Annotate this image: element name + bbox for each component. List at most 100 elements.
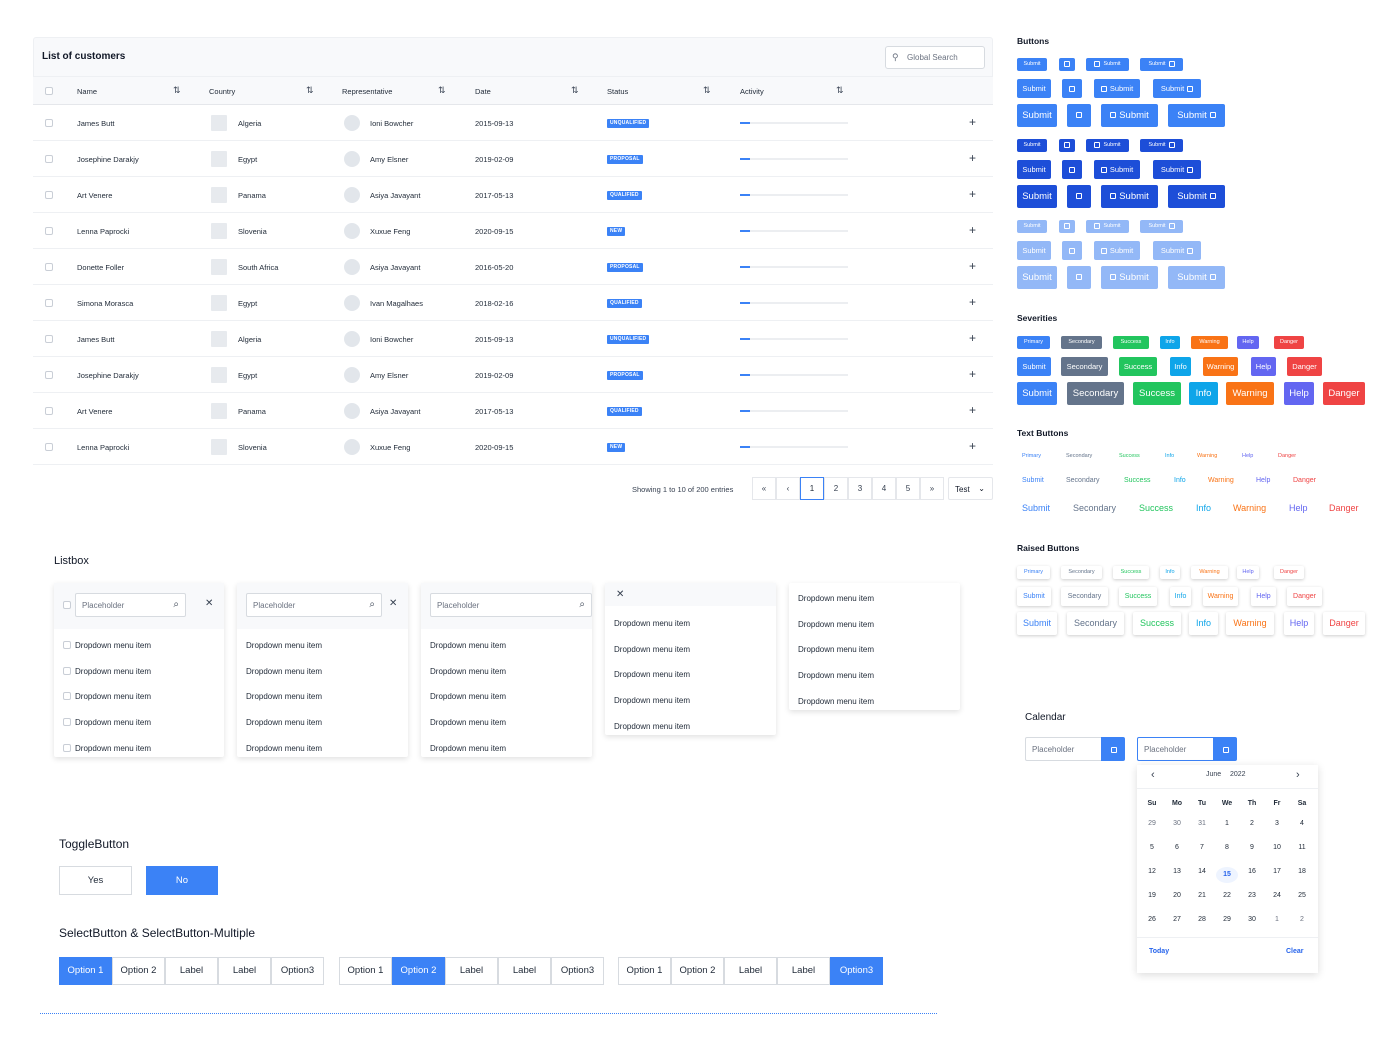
submit-button[interactable]: Submit (1086, 139, 1129, 152)
submit-button[interactable]: Submit (1094, 241, 1140, 260)
listbox-item-checkbox[interactable] (63, 743, 71, 752)
text-button[interactable]: Warning (1197, 453, 1218, 459)
page-5-button[interactable]: 5 (896, 477, 920, 500)
text-button[interactable]: Secondary (1073, 503, 1117, 513)
calendar-day[interactable]: 17 (1273, 868, 1281, 875)
listbox-filter-input[interactable]: Placeholder ⌕ (246, 593, 382, 617)
listbox-item[interactable]: Dropdown menu item (798, 594, 875, 603)
severity-button[interactable]: Danger (1274, 336, 1304, 349)
raised-button[interactable]: Info (1170, 587, 1191, 606)
listbox-item[interactable]: Dropdown menu item (246, 641, 323, 650)
calendar-input-active[interactable]: Placeholder (1137, 737, 1214, 761)
rows-per-page-select[interactable]: Test ⌄ (948, 477, 993, 500)
raised-button[interactable]: Submit (1017, 587, 1051, 606)
raised-button[interactable]: Success (1119, 587, 1157, 606)
icon-button[interactable] (1062, 241, 1082, 260)
severity-button[interactable]: Submit (1017, 357, 1051, 376)
calendar-day[interactable]: 6 (1175, 844, 1179, 851)
calendar-day[interactable]: 14 (1198, 868, 1206, 875)
select-option-button[interactable]: Option3 (551, 957, 604, 985)
listbox-item[interactable]: Dropdown menu item (798, 619, 875, 629)
raised-button[interactable]: Warning (1203, 587, 1238, 606)
calendar-day[interactable]: 5 (1150, 844, 1154, 851)
global-search-input[interactable]: ⚲ Global Search (885, 46, 985, 69)
severity-button[interactable]: Warning (1203, 357, 1238, 376)
column-activity[interactable]: Activity (740, 87, 764, 96)
row-checkbox[interactable] (45, 227, 53, 235)
raised-button[interactable]: Info (1160, 566, 1180, 579)
calendar-day[interactable]: 7 (1200, 844, 1204, 851)
sort-icon[interactable]: ⇅ (571, 85, 579, 95)
submit-button[interactable]: Submit (1017, 139, 1047, 152)
listbox-filter-input[interactable]: Placeholder ⌕ (430, 593, 592, 617)
submit-button[interactable]: Submit (1017, 160, 1051, 179)
severity-button[interactable]: Warning (1191, 336, 1228, 349)
text-button[interactable]: Help (1242, 453, 1254, 459)
listbox-item[interactable]: Dropdown menu item (75, 743, 152, 753)
text-button[interactable]: Submit (1022, 503, 1051, 513)
listbox-select-all-checkbox[interactable] (63, 601, 71, 609)
severity-button[interactable]: Help (1251, 357, 1276, 376)
raised-button[interactable]: Success (1133, 612, 1181, 635)
row-checkbox[interactable] (45, 335, 53, 343)
severity-button[interactable]: Success (1119, 357, 1157, 376)
sort-icon[interactable]: ⇅ (703, 85, 711, 95)
severity-button[interactable]: Info (1189, 382, 1218, 405)
severity-button[interactable]: Primary (1017, 336, 1050, 349)
calendar-today-button[interactable]: Today (1149, 948, 1170, 955)
text-button[interactable]: Danger (1329, 503, 1359, 513)
select-option-button[interactable]: Label (165, 957, 218, 985)
select-option-button[interactable]: Option3 (271, 957, 324, 985)
select-all-checkbox[interactable] (45, 87, 53, 95)
calendar-clear-button[interactable]: Clear (1286, 948, 1304, 955)
calendar-day[interactable]: 18 (1298, 868, 1306, 875)
submit-button[interactable]: Submit (1017, 58, 1047, 71)
icon-button[interactable] (1062, 79, 1082, 98)
submit-button[interactable]: Submit (1101, 104, 1158, 127)
sort-icon[interactable]: ⇅ (438, 85, 446, 95)
listbox-item-checkbox[interactable] (63, 692, 71, 701)
column-date[interactable]: Date (475, 87, 491, 96)
table-row[interactable]: Art Venere Panama Asiya Javayant 2017-05-13… (33, 393, 993, 429)
expand-plus-icon[interactable]: + (969, 187, 977, 201)
submit-button[interactable]: Submit (1153, 79, 1201, 98)
raised-button[interactable]: Help (1237, 566, 1259, 579)
severity-button[interactable]: Info (1160, 336, 1180, 349)
column-name[interactable]: Name (77, 87, 98, 96)
table-row[interactable]: Donette Foller South Africa Asiya Javayant… (33, 249, 993, 285)
raised-button[interactable]: Secondary (1067, 612, 1124, 635)
calendar-day[interactable]: 3 (1275, 820, 1279, 827)
prev-page-button[interactable]: ‹ (776, 477, 800, 500)
calendar-button-active[interactable] (1213, 737, 1237, 761)
submit-button[interactable]: Submit (1153, 160, 1201, 179)
severity-button[interactable]: Info (1170, 357, 1191, 376)
severity-button[interactable]: Danger (1287, 357, 1322, 376)
raised-button[interactable]: Danger (1323, 612, 1365, 635)
listbox-item[interactable]: Dropdown menu item (75, 666, 152, 676)
calendar-day[interactable]: 31 (1198, 820, 1206, 827)
calendar-day[interactable]: 30 (1173, 820, 1181, 827)
calendar-day[interactable]: 25 (1298, 892, 1306, 899)
calendar-day[interactable]: 27 (1173, 916, 1181, 923)
listbox-item[interactable]: Dropdown menu item (75, 692, 152, 702)
listbox-filter-input[interactable]: Placeholder ⌕ (75, 593, 186, 617)
text-button[interactable]: Help (1289, 503, 1308, 513)
table-row[interactable]: James Butt Algeria Ioni Bowcher 2015-09-13 U… (33, 321, 993, 357)
submit-button[interactable]: Submit (1086, 58, 1129, 71)
expand-plus-icon[interactable]: + (969, 295, 977, 309)
row-checkbox[interactable] (45, 299, 53, 307)
select-option-button[interactable]: Label (218, 957, 271, 985)
expand-plus-icon[interactable]: + (969, 367, 977, 381)
text-button[interactable]: Warning (1208, 477, 1234, 484)
calendar-day[interactable]: 9 (1250, 844, 1254, 851)
raised-button[interactable]: Help (1251, 587, 1276, 606)
select-option-button[interactable]: Label (724, 957, 777, 985)
severity-button[interactable]: Secondary (1067, 382, 1124, 405)
expand-plus-icon[interactable]: + (969, 151, 977, 165)
listbox-item[interactable]: Dropdown menu item (430, 718, 507, 728)
submit-button[interactable]: Submit (1168, 185, 1225, 208)
sort-icon[interactable]: ⇅ (836, 85, 844, 95)
icon-button[interactable] (1059, 139, 1075, 152)
toggle-yes-button[interactable]: Yes (59, 866, 132, 895)
text-button[interactable]: Success (1139, 503, 1174, 513)
